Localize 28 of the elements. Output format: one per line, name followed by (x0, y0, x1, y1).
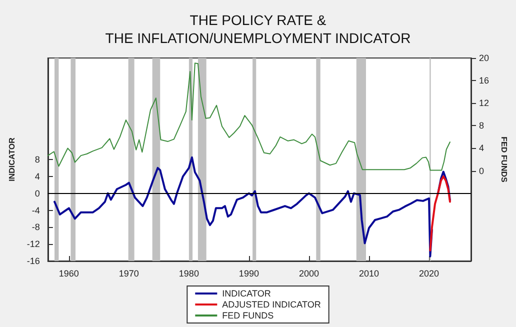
x-tick-label: 1960 (58, 268, 79, 278)
y-tick-label: -4 (32, 205, 40, 216)
y-axis-title: INDICATOR (8, 137, 16, 182)
x-tick-label: 2020 (418, 268, 440, 278)
line-series (429, 175, 451, 252)
y2-tick-label: 8 (479, 120, 484, 131)
y2-tick-label: 20 (479, 53, 490, 63)
y2-tick-label: 4 (479, 143, 484, 154)
y2-axis-title: FED FUNDS (499, 136, 508, 184)
legend-label: ADJUSTED INDICATOR (222, 300, 322, 310)
x-tick-label: 1990 (238, 268, 259, 278)
legend-label: INDICATOR (222, 288, 272, 298)
y-tick-label: -16 (26, 256, 40, 266)
y-tick-label: 0 (34, 188, 40, 198)
legend-label: FED FUNDS (222, 310, 274, 320)
line-series (47, 62, 450, 171)
y-tick-label: -12 (26, 239, 40, 250)
y2-tick-label: 0 (479, 166, 484, 176)
x-tick-label: 2000 (298, 268, 319, 278)
y2-tick-label: 12 (479, 98, 490, 108)
y-tick-label: 4 (34, 171, 40, 182)
x-tick-label: 2010 (358, 268, 379, 278)
y-tick-label: 8 (34, 154, 40, 164)
x-tick-label: 1970 (118, 268, 139, 278)
x-tick-label: 1980 (178, 268, 199, 278)
y2-tick-label: 16 (479, 76, 490, 86)
y-tick-label: -8 (32, 222, 40, 232)
chart-title: THE POLICY RATE & THE INFLATION/UNEMPLOYMENT INDICATOR (105, 12, 411, 46)
